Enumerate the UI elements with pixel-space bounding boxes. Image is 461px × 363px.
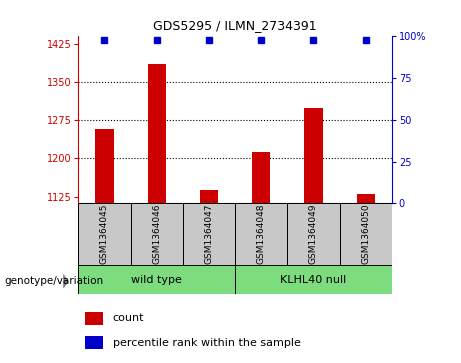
Bar [252, 152, 270, 203]
Text: count: count [113, 313, 144, 323]
Text: GSM1364046: GSM1364046 [152, 204, 161, 264]
Text: GSM1364049: GSM1364049 [309, 204, 318, 264]
Text: wild type: wild type [131, 274, 182, 285]
Bar [148, 64, 166, 203]
Bar [200, 190, 218, 203]
Bar [183, 203, 235, 265]
Polygon shape [64, 275, 68, 288]
Bar [357, 194, 375, 203]
Bar [85, 312, 103, 325]
Text: GSM1364048: GSM1364048 [257, 204, 266, 264]
Bar [95, 129, 113, 203]
Bar [78, 203, 130, 265]
Bar [340, 203, 392, 265]
Bar [235, 265, 392, 294]
Bar [85, 336, 103, 349]
Text: percentile rank within the sample: percentile rank within the sample [113, 338, 301, 347]
Bar [130, 203, 183, 265]
Text: GSM1364045: GSM1364045 [100, 204, 109, 264]
Bar [287, 203, 340, 265]
Bar [235, 203, 287, 265]
Bar [78, 265, 235, 294]
Title: GDS5295 / ILMN_2734391: GDS5295 / ILMN_2734391 [154, 19, 317, 32]
Bar [304, 107, 323, 203]
Text: GSM1364047: GSM1364047 [205, 204, 213, 264]
Text: GSM1364050: GSM1364050 [361, 204, 370, 265]
Text: genotype/variation: genotype/variation [5, 276, 104, 286]
Text: KLHL40 null: KLHL40 null [280, 274, 347, 285]
